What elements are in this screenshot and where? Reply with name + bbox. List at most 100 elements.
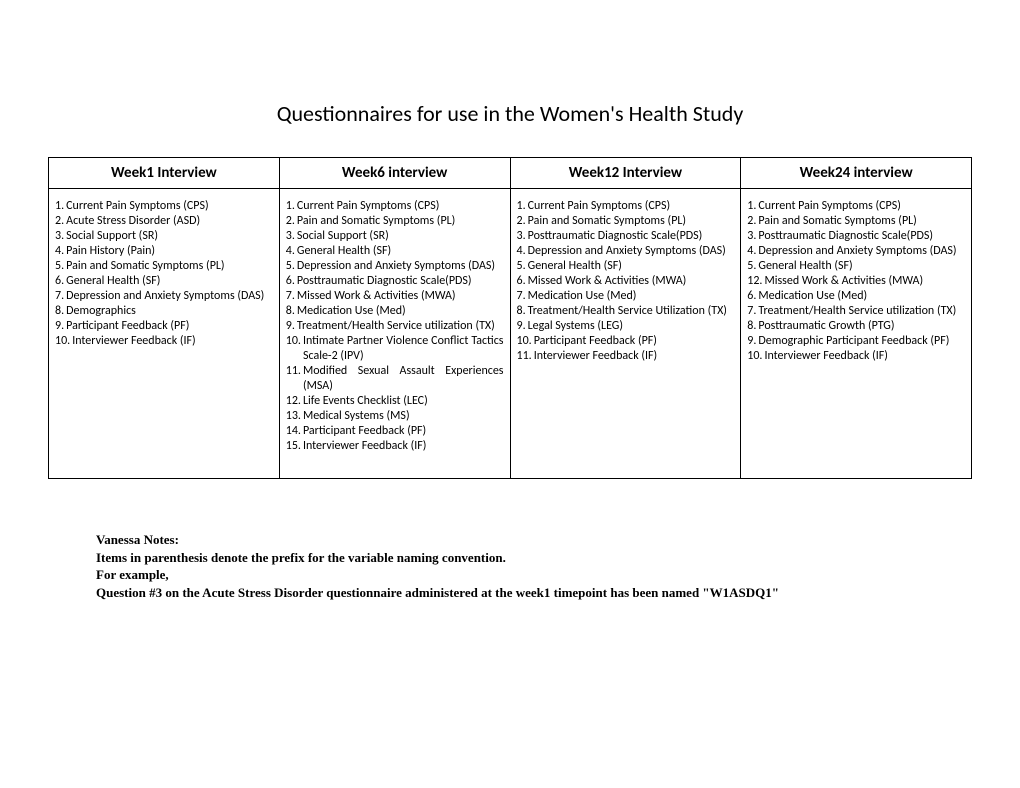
item-text: Treatment/Health Service utilization (TX… [758,304,965,319]
list-item: 4.Pain History (Pain) [55,244,273,259]
item-number: 12. [286,394,303,409]
item-number: 9. [747,334,758,349]
list-item: 5.Pain and Somatic Symptoms (PL) [55,259,273,274]
list-item: 7.Depression and Anxiety Symptoms (DAS) [55,289,273,304]
list-item: 15.Interviewer Feedback (IF) [286,439,504,454]
list-item: 6.Posttraumatic Diagnostic Scale(PDS) [286,274,504,289]
list-item: 3.Posttraumatic Diagnostic Scale(PDS) [517,229,735,244]
list-item: 5.Depression and Anxiety Symptoms (DAS) [286,259,504,274]
item-number: 9. [517,319,528,334]
list-item: 10.Participant Feedback (PF) [517,334,735,349]
list-item: 14.Participant Feedback (PF) [286,424,504,439]
item-text: Demographic Participant Feedback (PF) [758,334,965,349]
item-text: Interviewer Feedback (IF) [303,439,504,454]
list-item: 4.Depression and Anxiety Symptoms (DAS) [517,244,735,259]
list-item: 7.Medication Use (Med) [517,289,735,304]
item-text: Interviewer Feedback (IF) [534,349,735,364]
item-text: Life Events Checklist (LEC) [303,394,504,409]
list-item: 6.Missed Work & Activities (MWA) [517,274,735,289]
item-text: Current Pain Symptoms (CPS) [297,199,504,214]
item-number: 2. [517,214,528,229]
list-item: 10.Interviewer Feedback (IF) [747,349,965,364]
item-text: Depression and Anxiety Symptoms (DAS) [528,244,735,259]
item-number: 6. [517,274,528,289]
item-text: Posttraumatic Diagnostic Scale(PDS) [758,229,965,244]
item-text: General Health (SF) [66,274,273,289]
item-text: Medical Systems (MS) [303,409,504,424]
item-number: 7. [747,304,758,319]
list-item: 9.Treatment/Health Service utilization (… [286,319,504,334]
list-item: 10.Interviewer Feedback (IF) [55,334,273,349]
list-item: 9.Demographic Participant Feedback (PF) [747,334,965,349]
list-item: 3.Social Support (SR) [55,229,273,244]
item-number: 3. [517,229,528,244]
list-item: 8.Posttraumatic Growth (PTG) [747,319,965,334]
list-item: 3.Social Support (SR) [286,229,504,244]
list-item: 2.Pain and Somatic Symptoms (PL) [747,214,965,229]
questionnaire-table: Week1 Interview Week6 interview Week12 I… [48,157,972,479]
item-number: 3. [286,229,297,244]
list-item: 1.Current Pain Symptoms (CPS) [286,199,504,214]
item-text: Modified Sexual Assault Experiences (MSA… [303,364,504,394]
item-number: 3. [55,229,66,244]
list-item: 9.Participant Feedback (PF) [55,319,273,334]
list-item: 4.Depression and Anxiety Symptoms (DAS) [747,244,965,259]
cell-week24: 1.Current Pain Symptoms (CPS)2.Pain and … [741,189,972,479]
item-number: 2. [286,214,297,229]
item-text: Interviewer Feedback (IF) [72,334,273,349]
notes-line-2: Items in parenthesis denote the prefix f… [96,549,972,567]
item-number: 10. [517,334,534,349]
item-text: Social Support (SR) [66,229,273,244]
list-item: 11.Interviewer Feedback (IF) [517,349,735,364]
notes-line-1: Vanessa Notes: [96,531,972,549]
item-text: Intimate Partner Violence Conflict Tacti… [303,334,504,364]
item-number: 4. [747,244,758,259]
item-text: Medication Use (Med) [297,304,504,319]
list-item: 9.Legal Systems (LEG) [517,319,735,334]
cell-week1: 1.Current Pain Symptoms (CPS)2.Acute Str… [49,189,280,479]
item-text: Current Pain Symptoms (CPS) [758,199,965,214]
item-number: 10. [55,334,72,349]
item-text: Depression and Anxiety Symptoms (DAS) [297,259,504,274]
item-number: 10. [747,349,764,364]
item-text: Depression and Anxiety Symptoms (DAS) [758,244,965,259]
item-number: 2. [747,214,758,229]
column-header-week24: Week24 interview [741,158,972,189]
list-item: 10.Intimate Partner Violence Conflict Ta… [286,334,504,364]
item-text: Pain and Somatic Symptoms (PL) [758,214,965,229]
item-number: 4. [55,244,66,259]
list-item: 12.Missed Work & Activities (MWA) [747,274,965,289]
item-number: 10. [286,334,303,349]
item-number: 1. [55,199,66,214]
list-item: 3.Posttraumatic Diagnostic Scale(PDS) [747,229,965,244]
item-number: 9. [55,319,66,334]
column-header-week6: Week6 interview [279,158,510,189]
list-item: 5.General Health (SF) [747,259,965,274]
column-header-week1: Week1 Interview [49,158,280,189]
item-number: 8. [747,319,758,334]
page-title: Questionnaires for use in the Women's He… [48,100,972,127]
item-text: Demographics [66,304,273,319]
item-number: 11. [517,349,534,364]
item-number: 7. [55,289,66,304]
item-text: Missed Work & Activities (MWA) [528,274,735,289]
list-item: 2.Pain and Somatic Symptoms (PL) [517,214,735,229]
item-text: Treatment/Health Service utilization (TX… [297,319,504,334]
list-item: 8.Treatment/Health Service Utilization (… [517,304,735,319]
list-item: 12.Life Events Checklist (LEC) [286,394,504,409]
list-item: 1.Current Pain Symptoms (CPS) [747,199,965,214]
item-number: 15. [286,439,303,454]
list-item: 7.Missed Work & Activities (MWA) [286,289,504,304]
item-text: Legal Systems (LEG) [528,319,735,334]
item-text: Participant Feedback (PF) [534,334,735,349]
item-number: 12. [747,274,764,289]
list-item: 6.Medication Use (Med) [747,289,965,304]
item-number: 5. [517,259,528,274]
item-number: 9. [286,319,297,334]
item-text: Social Support (SR) [297,229,504,244]
item-text: General Health (SF) [297,244,504,259]
list-item: 1.Current Pain Symptoms (CPS) [517,199,735,214]
list-item: 2.Pain and Somatic Symptoms (PL) [286,214,504,229]
item-text: Current Pain Symptoms (CPS) [66,199,273,214]
item-text: Posttraumatic Growth (PTG) [758,319,965,334]
